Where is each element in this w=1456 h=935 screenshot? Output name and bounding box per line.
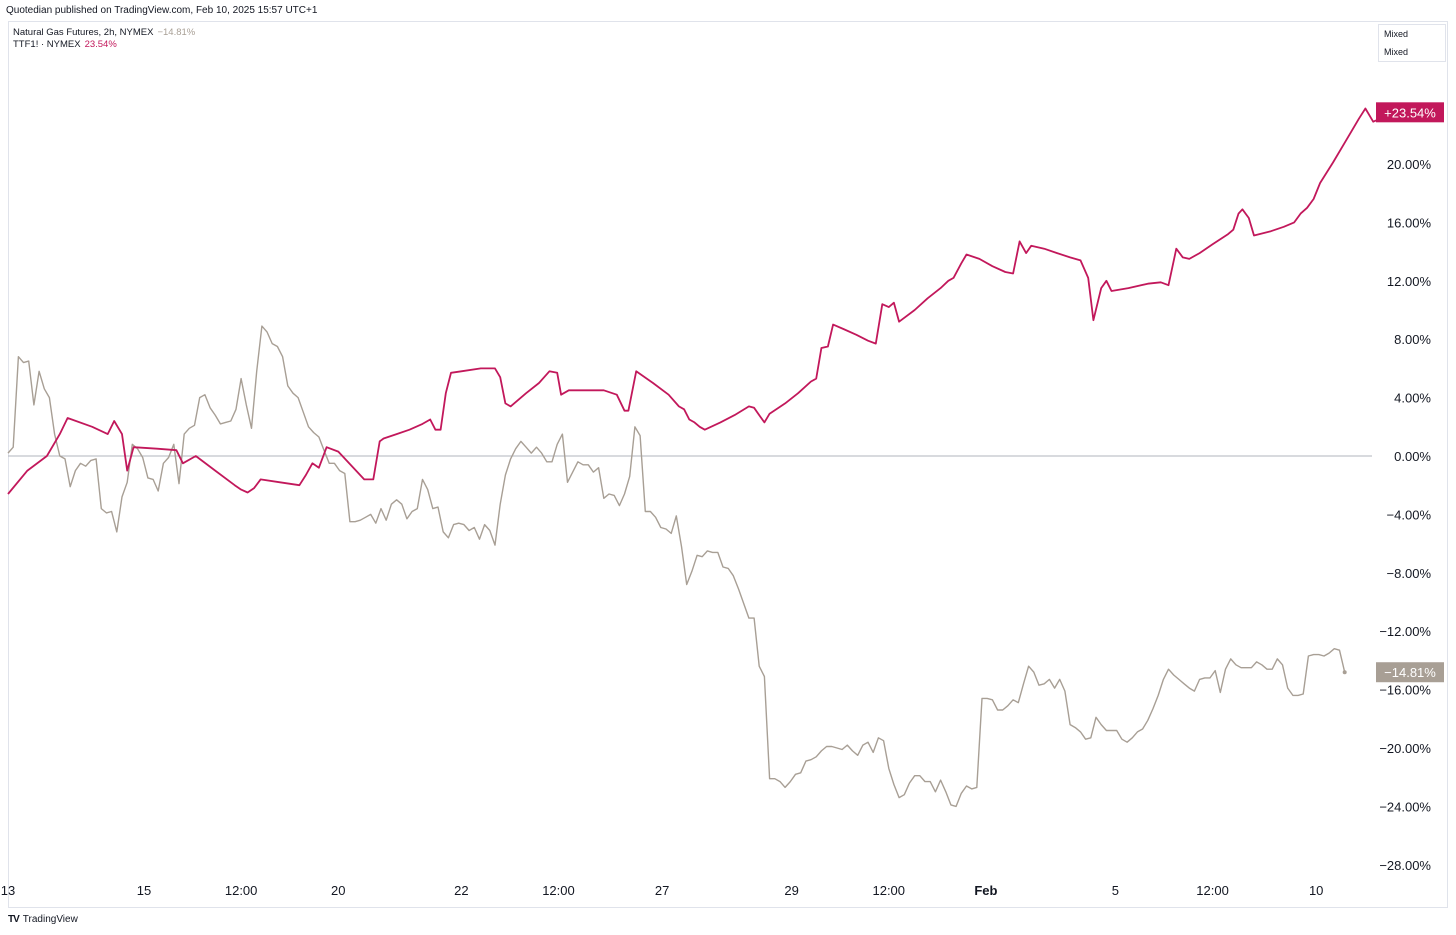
- y-tick-label: −28.00%: [1379, 858, 1431, 873]
- legend-natural-gas-value: −14.81%: [157, 27, 196, 38]
- y-tick-label: −8.00%: [1387, 566, 1432, 581]
- y-tick-label: −24.00%: [1379, 799, 1431, 814]
- y-tick-label: 4.00%: [1394, 391, 1431, 406]
- scale-mode-1[interactable]: Mixed: [1384, 29, 1409, 39]
- y-tick-label: −4.00%: [1387, 507, 1432, 522]
- x-tick-label: 10: [1309, 883, 1323, 898]
- legend-natural-gas[interactable]: Natural Gas Futures, 2h, NYMEX −14.81%: [13, 27, 195, 38]
- scale-mode-2[interactable]: Mixed: [1384, 47, 1409, 57]
- x-tick-label: 29: [784, 883, 798, 898]
- ttf-last-value-badge: [1376, 102, 1444, 123]
- y-tick-label: −20.00%: [1379, 741, 1431, 756]
- ttf-last-value-badge-text: +23.54%: [1384, 105, 1436, 120]
- scale-mode-panel[interactable]: Mixed Mixed: [1378, 24, 1446, 62]
- legend-natural-gas-name: Natural Gas Futures, 2h, NYMEX: [13, 27, 154, 38]
- natural-gas-last-value-badge-text: −14.81%: [1384, 665, 1436, 680]
- tradingview-brand: TradingView: [22, 914, 78, 925]
- y-tick-label: 12.00%: [1387, 274, 1432, 289]
- natural-gas-last-point: [1342, 670, 1347, 675]
- x-tick-label: 12:00: [872, 883, 905, 898]
- natural-gas-last-value-badge: [1376, 662, 1444, 683]
- natural-gas-series-line[interactable]: [7, 325, 1346, 808]
- tradingview-logo[interactable]: TV TradingView: [8, 914, 78, 925]
- tradingview-logo-icon: TV: [8, 914, 20, 925]
- published-credit: Quotedian published on TradingView.com, …: [6, 5, 318, 16]
- x-tick-label: 13: [1, 883, 15, 898]
- legend-ttf-name: TTF1! · NYMEX: [13, 39, 81, 50]
- x-tick-label: 20: [331, 883, 345, 898]
- y-tick-label: 8.00%: [1394, 332, 1431, 347]
- chart-frame: [8, 21, 1448, 908]
- x-tick-label: 12:00: [225, 883, 258, 898]
- x-tick-label: 27: [655, 883, 669, 898]
- x-tick-label: 15: [137, 883, 151, 898]
- x-tick-label: Feb: [974, 883, 997, 898]
- x-tick-label: 22: [454, 883, 468, 898]
- y-tick-label: −12.00%: [1379, 624, 1431, 639]
- y-tick-label: 20.00%: [1387, 157, 1432, 172]
- x-tick-label: 12:00: [1196, 883, 1229, 898]
- y-tick-label: 0.00%: [1394, 449, 1431, 464]
- legend-ttf[interactable]: TTF1! · NYMEX 23.54%: [13, 39, 117, 50]
- y-tick-label: 16.00%: [1387, 215, 1432, 230]
- x-tick-label: 5: [1112, 883, 1119, 898]
- y-tick-label: −16.00%: [1379, 683, 1431, 698]
- legend-ttf-value: 23.54%: [84, 39, 117, 50]
- x-tick-label: 12:00: [542, 883, 575, 898]
- ttf-series-line[interactable]: [7, 107, 1389, 495]
